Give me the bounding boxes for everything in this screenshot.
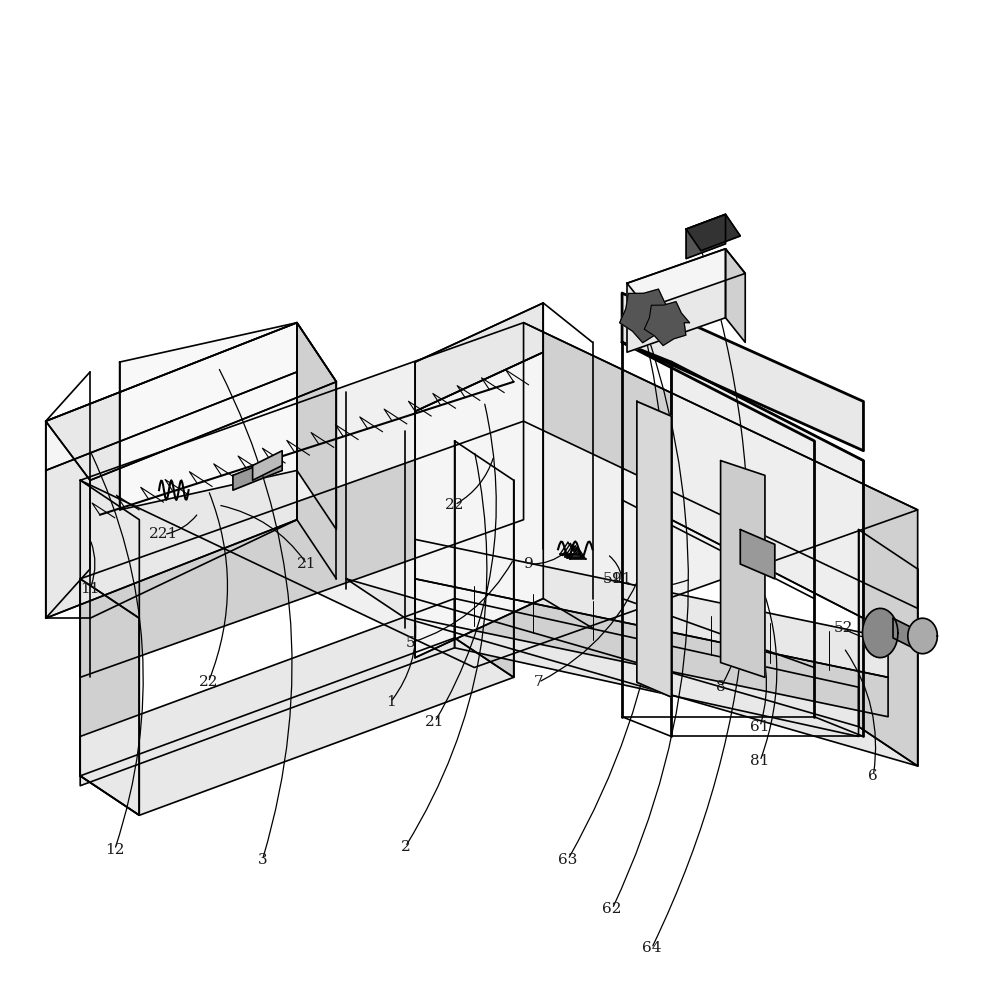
Text: 3: 3 [258, 853, 268, 867]
Text: 62: 62 [603, 902, 622, 916]
Text: 11: 11 [80, 582, 100, 596]
Text: 1: 1 [385, 695, 395, 709]
Polygon shape [253, 451, 283, 480]
Polygon shape [454, 441, 514, 677]
Polygon shape [80, 599, 454, 786]
Polygon shape [415, 579, 888, 717]
Polygon shape [686, 214, 740, 251]
Text: 52: 52 [834, 621, 854, 635]
Text: 81: 81 [750, 754, 770, 768]
Polygon shape [415, 303, 543, 411]
Polygon shape [622, 293, 864, 451]
Text: 7: 7 [534, 675, 543, 689]
Text: 91: 91 [613, 572, 632, 586]
Text: 22: 22 [199, 675, 218, 689]
Polygon shape [720, 461, 765, 677]
Polygon shape [524, 323, 918, 608]
Text: 12: 12 [105, 843, 124, 857]
Polygon shape [644, 302, 690, 345]
Polygon shape [80, 421, 524, 677]
Text: 9: 9 [524, 557, 534, 571]
Polygon shape [725, 249, 745, 342]
Polygon shape [80, 638, 514, 815]
Polygon shape [671, 362, 864, 618]
Polygon shape [454, 599, 859, 736]
Text: 61: 61 [750, 720, 770, 734]
Text: 64: 64 [642, 941, 661, 955]
Polygon shape [45, 372, 297, 618]
Polygon shape [120, 323, 297, 510]
Text: 2: 2 [400, 840, 410, 854]
Polygon shape [80, 480, 139, 618]
Polygon shape [893, 618, 923, 653]
Text: 221: 221 [149, 527, 179, 541]
Polygon shape [80, 323, 918, 667]
Polygon shape [627, 249, 725, 352]
Polygon shape [740, 530, 775, 579]
Polygon shape [80, 579, 139, 815]
Polygon shape [415, 352, 543, 658]
Text: 5: 5 [405, 636, 415, 650]
Polygon shape [297, 323, 336, 530]
Polygon shape [863, 608, 898, 658]
Polygon shape [859, 530, 918, 766]
Text: 51: 51 [603, 572, 621, 586]
Polygon shape [45, 323, 336, 480]
Text: 8: 8 [715, 680, 725, 694]
Polygon shape [627, 249, 745, 308]
Polygon shape [908, 618, 938, 654]
Text: 63: 63 [558, 853, 578, 867]
Text: 21: 21 [297, 557, 316, 571]
Polygon shape [233, 456, 283, 490]
Polygon shape [346, 579, 918, 766]
Text: 21: 21 [425, 715, 445, 729]
Polygon shape [619, 289, 675, 343]
Text: 22: 22 [445, 498, 464, 512]
Text: 6: 6 [868, 769, 878, 783]
Polygon shape [637, 401, 671, 697]
Polygon shape [45, 323, 297, 470]
Polygon shape [415, 539, 888, 677]
Polygon shape [686, 214, 725, 259]
